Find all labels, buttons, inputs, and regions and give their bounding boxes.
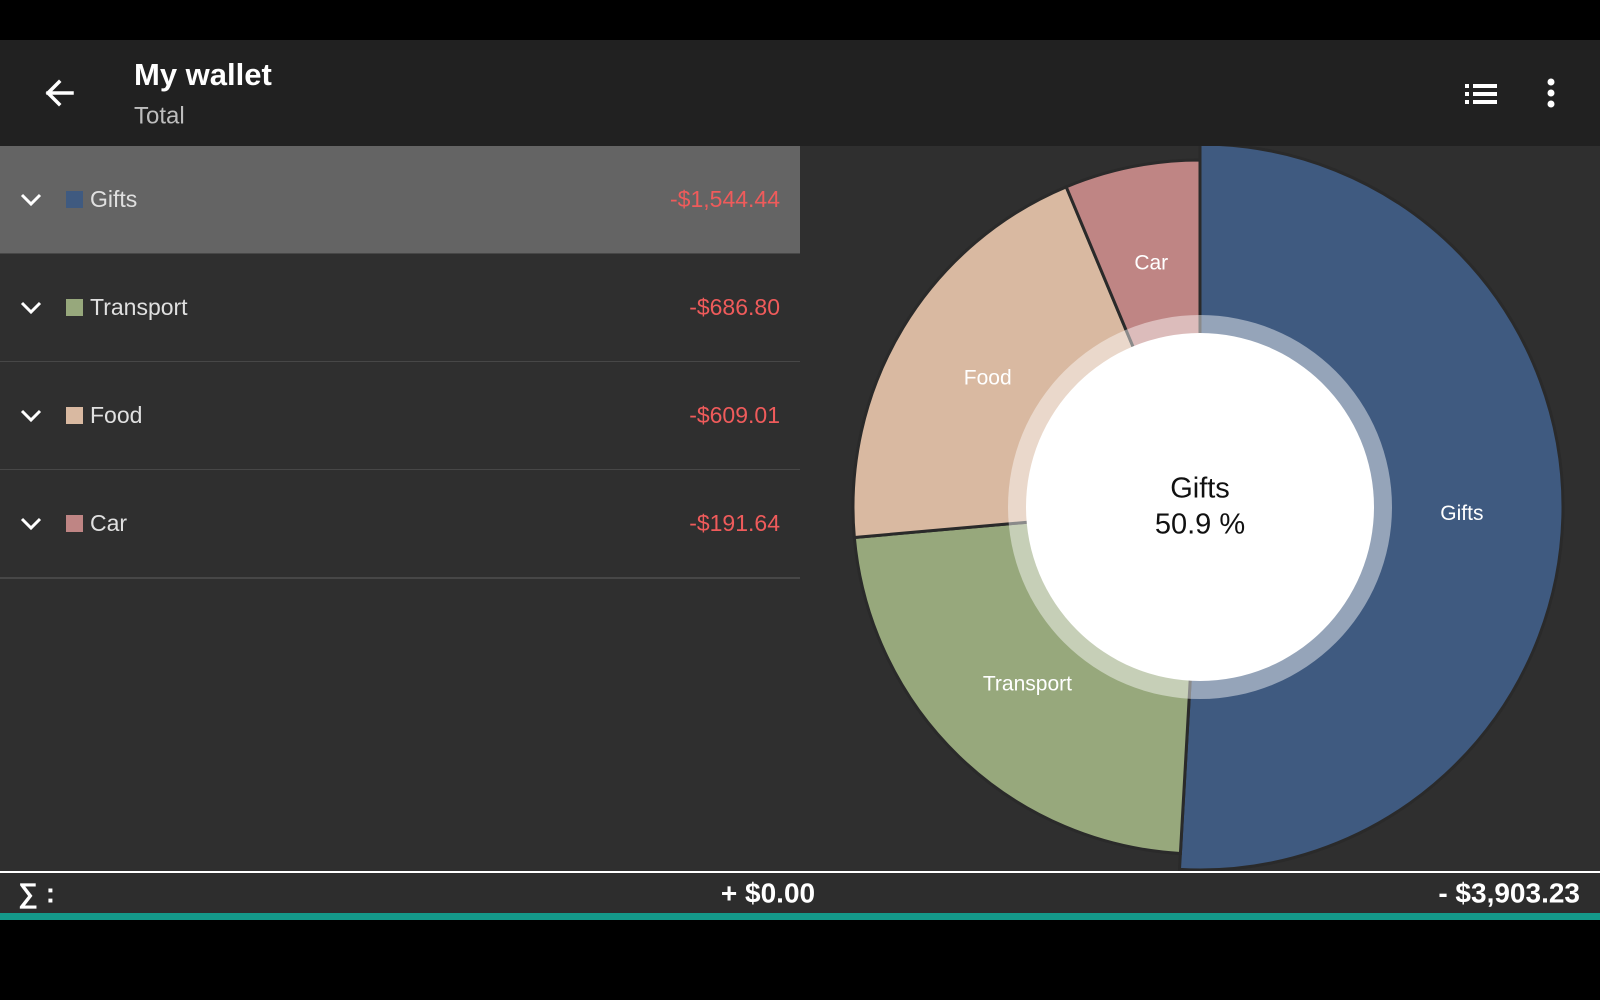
subtitle: Total: [134, 102, 185, 129]
status-bar: [0, 0, 1600, 40]
list-view-button[interactable]: [1465, 84, 1497, 104]
row-background: [0, 470, 800, 578]
more-button[interactable]: [1547, 78, 1555, 108]
center-category: Gifts: [1170, 473, 1230, 505]
sum-symbol: ∑ :: [18, 877, 55, 909]
expand-chevron[interactable]: [20, 517, 42, 531]
expand-chevron[interactable]: [20, 193, 42, 207]
footer: [0, 872, 1600, 914]
category-row[interactable]: Food -$609.01: [0, 362, 800, 471]
category-amount: -$191.64: [689, 510, 780, 536]
expand-chevron[interactable]: [20, 409, 42, 423]
accent-bar: [0, 913, 1600, 920]
donut-chart: Gifts Transport Food Car Gifts 50.9 %: [851, 146, 1565, 872]
income-total: + $0.00: [721, 877, 815, 908]
category-row[interactable]: Transport -$686.80: [0, 254, 800, 363]
color-swatch: [66, 515, 83, 532]
category-row[interactable]: Car -$191.64: [0, 470, 800, 579]
category-amount: -$609.01: [689, 402, 780, 428]
slice-label: Gifts: [1440, 502, 1483, 525]
color-swatch: [66, 299, 83, 316]
category-name: Transport: [90, 294, 188, 320]
row-background: [0, 254, 800, 362]
slice-label: Car: [1134, 251, 1168, 274]
app-bar: [0, 40, 1600, 146]
category-amount: -$686.80: [689, 294, 780, 320]
color-swatch: [66, 191, 83, 208]
category-name: Car: [90, 510, 127, 536]
color-swatch: [66, 407, 83, 424]
category-row[interactable]: Gifts -$1,544.44: [0, 146, 800, 255]
row-background: [0, 146, 800, 254]
donut-hole: [1026, 333, 1374, 681]
row-background: [0, 362, 800, 470]
category-name: Gifts: [90, 186, 137, 212]
title: My wallet: [134, 57, 272, 92]
category-name: Food: [90, 402, 142, 428]
back-button[interactable]: [45, 79, 74, 107]
slice-label: Transport: [983, 673, 1072, 696]
category-list: Gifts -$1,544.44 Transport -$686.80 Food -$60…: [0, 146, 800, 579]
expand-chevron[interactable]: [20, 301, 42, 315]
category-amount: -$1,544.44: [670, 186, 780, 212]
center-percent: 50.9 %: [1155, 509, 1245, 541]
expense-total: - $3,903.23: [1438, 877, 1580, 908]
slice-label: Food: [964, 366, 1012, 389]
